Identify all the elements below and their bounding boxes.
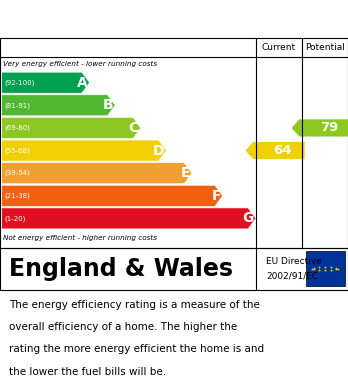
Text: E: E bbox=[181, 166, 190, 180]
Text: (81-91): (81-91) bbox=[4, 102, 30, 109]
Text: 79: 79 bbox=[320, 122, 338, 135]
Text: D: D bbox=[153, 143, 165, 158]
Text: The energy efficiency rating is a measure of the: The energy efficiency rating is a measur… bbox=[9, 300, 260, 310]
Polygon shape bbox=[2, 185, 222, 206]
Text: rating the more energy efficient the home is and: rating the more energy efficient the hom… bbox=[9, 344, 264, 354]
Text: B: B bbox=[103, 98, 113, 112]
Text: Energy Efficiency Rating: Energy Efficiency Rating bbox=[10, 12, 232, 27]
Text: Not energy efficient - higher running costs: Not energy efficient - higher running co… bbox=[3, 235, 158, 241]
Polygon shape bbox=[2, 95, 115, 116]
Text: F: F bbox=[211, 189, 221, 203]
Text: Current: Current bbox=[262, 43, 296, 52]
Text: Potential: Potential bbox=[305, 43, 345, 52]
Polygon shape bbox=[2, 208, 256, 229]
Text: A: A bbox=[77, 76, 88, 90]
Polygon shape bbox=[246, 142, 305, 159]
Text: 64: 64 bbox=[274, 144, 292, 157]
Text: Very energy efficient - lower running costs: Very energy efficient - lower running co… bbox=[3, 61, 158, 67]
Text: (55-68): (55-68) bbox=[4, 147, 30, 154]
Text: England & Wales: England & Wales bbox=[9, 256, 233, 281]
Text: (21-38): (21-38) bbox=[4, 192, 30, 199]
Text: (69-80): (69-80) bbox=[4, 125, 30, 131]
Text: (1-20): (1-20) bbox=[4, 215, 25, 222]
Text: overall efficiency of a home. The higher the: overall efficiency of a home. The higher… bbox=[9, 322, 237, 332]
Text: C: C bbox=[129, 121, 139, 135]
Text: G: G bbox=[243, 212, 254, 225]
Polygon shape bbox=[2, 117, 141, 138]
Bar bbox=[306, 251, 345, 286]
Text: the lower the fuel bills will be.: the lower the fuel bills will be. bbox=[9, 367, 166, 377]
Polygon shape bbox=[2, 72, 89, 93]
Text: (92-100): (92-100) bbox=[4, 79, 34, 86]
Polygon shape bbox=[2, 140, 166, 161]
Text: (39-54): (39-54) bbox=[4, 170, 30, 176]
Text: EU Directive: EU Directive bbox=[266, 257, 322, 266]
Polygon shape bbox=[292, 119, 348, 136]
Text: 2002/91/EC: 2002/91/EC bbox=[266, 271, 318, 280]
Polygon shape bbox=[2, 163, 192, 184]
